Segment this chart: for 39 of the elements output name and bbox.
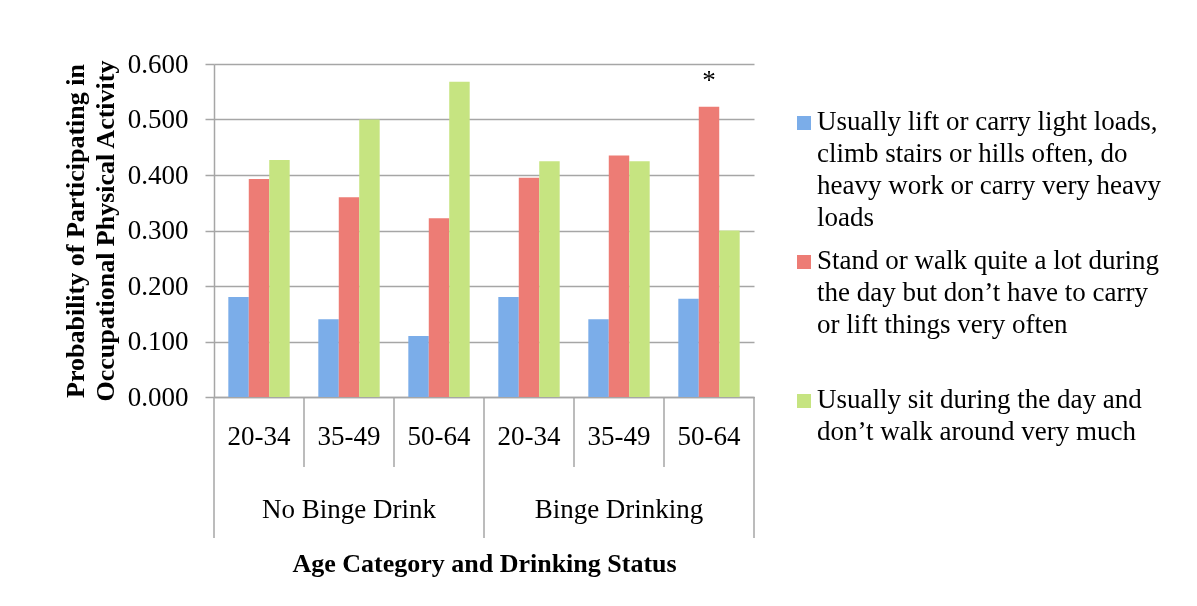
bar <box>629 161 650 397</box>
bar <box>449 81 470 397</box>
bar <box>318 319 339 397</box>
bar <box>678 298 699 397</box>
bar <box>338 197 360 397</box>
y-tick-label: 0.300 <box>127 215 189 245</box>
bar <box>588 319 609 397</box>
y-tick-label: 0.200 <box>127 270 189 301</box>
bar <box>518 177 540 397</box>
y-tick-label: 0.600 <box>127 48 189 79</box>
bar <box>269 160 290 397</box>
annotation: * <box>702 64 716 95</box>
text: No Binge Drink <box>262 494 437 524</box>
text: Binge Drinking <box>534 494 704 524</box>
bar <box>359 119 380 397</box>
legend-label: Stand or walk quite a lot during the day but don’t have to carry or lift things very often <box>817 245 1159 339</box>
x-tick-label: 35-49 <box>587 420 651 451</box>
bar <box>228 297 249 397</box>
bar <box>498 297 519 397</box>
x-tick-label: 50-64 <box>407 420 471 451</box>
y-tick-label: 0.000 <box>127 381 189 412</box>
y-tick-label: 0.400 <box>127 159 189 190</box>
x-tick-label: 50-64 <box>677 420 741 451</box>
legend-label: Usually lift or carry light loads, climb stairs or hills often, do heavy work or carry very heavy loads <box>817 106 1162 232</box>
bar <box>539 161 560 397</box>
y-axis-title: Probability of Participating in Occupational Physical Activity <box>60 60 120 402</box>
x-tick-label: 20-34 <box>497 420 561 451</box>
y-tick-label: 0.500 <box>127 104 189 134</box>
bar <box>608 155 630 397</box>
legend-label: Usually sit during the day and don’t walk around very much <box>817 384 1143 446</box>
x-tick-label: 35-49 <box>317 420 381 451</box>
x-tick-label: 20-34 <box>227 420 291 451</box>
bar <box>248 178 270 397</box>
x-axis-title: Age Category and Drinking Status <box>292 548 677 578</box>
bar <box>408 335 429 397</box>
bar <box>428 218 450 397</box>
y-tick-label: 0.100 <box>127 326 189 356</box>
bar <box>698 106 720 397</box>
bar <box>719 230 740 397</box>
